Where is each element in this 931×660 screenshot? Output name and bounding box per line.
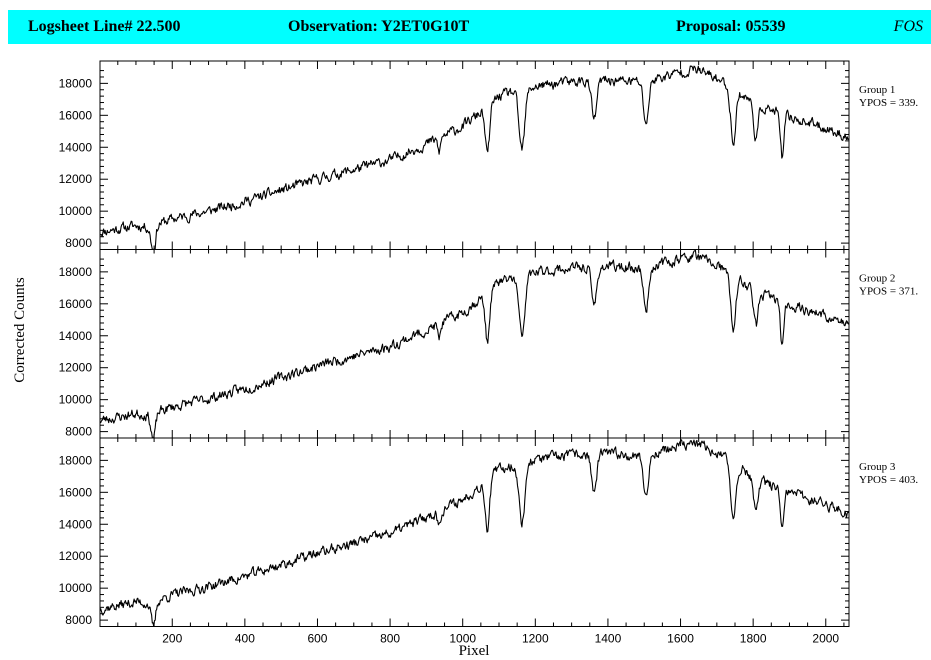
logsheet-header: Logsheet Line# 22.500 Observation: Y2ET0… <box>8 10 931 44</box>
x-tick-label: 2000 <box>812 632 839 646</box>
x-tick-label: 400 <box>235 632 255 646</box>
panel-frame <box>99 60 850 250</box>
spectrum-line-3 <box>99 439 849 627</box>
instrument-name: FOS <box>893 18 923 35</box>
y-tick-label: 8000 <box>65 236 92 250</box>
y-tick-label: 10000 <box>59 204 93 218</box>
panel-group-2: 8000 10000 12000 14000 16000 18000 Group 2YPOS… <box>59 249 918 439</box>
y-tick-label: 16000 <box>59 485 93 499</box>
x-tick-label: 1000 <box>449 632 476 646</box>
y-axis-label: Corrected Counts <box>12 277 28 383</box>
panel-frame <box>99 437 850 627</box>
x-axis-label: Pixel <box>459 643 490 659</box>
y-tick-label: 14000 <box>59 140 93 154</box>
y-tick-label: 10000 <box>59 581 93 595</box>
group-name-label: Group 1 <box>859 84 895 96</box>
spectrum-line-2 <box>99 249 850 439</box>
x-tick-label: 1400 <box>595 632 622 646</box>
y-tick-label: 14000 <box>59 517 93 531</box>
y-tick-label: 16000 <box>59 108 93 122</box>
proposal-number: Proposal: 05539 <box>676 18 786 35</box>
y-tick-label: 18000 <box>59 453 93 467</box>
panel-group-3: 8000 10000 12000 14000 16000 18000 Group 3YPOS… <box>59 437 918 646</box>
x-tick-label: 800 <box>380 632 400 646</box>
logsheet-line: Logsheet Line# 22.500 <box>28 18 181 35</box>
x-tick-label: 1600 <box>667 632 694 646</box>
observation-id: Observation: Y2ET0G10T <box>288 18 470 35</box>
x-tick-label: 600 <box>307 632 327 646</box>
panel-group-1: 8000 10000 12000 14000 16000 18000 Group 1YPOS… <box>59 60 918 250</box>
y-tick-label: 8000 <box>65 613 92 627</box>
y-tick-label: 12000 <box>59 549 93 563</box>
x-tick-label: 1200 <box>522 632 549 646</box>
y-tick-label: 16000 <box>59 297 93 311</box>
group-ypos-label: YPOS = 403. <box>859 474 918 486</box>
group-ypos-label: YPOS = 339. <box>859 97 918 109</box>
x-tick-label: 200 <box>162 632 182 646</box>
y-tick-label: 10000 <box>59 393 93 407</box>
group-name-label: Group 3 <box>859 461 896 473</box>
y-tick-label: 18000 <box>59 76 93 90</box>
y-tick-label: 14000 <box>59 329 93 343</box>
x-tick-label: 1800 <box>740 632 767 646</box>
panel-frame <box>99 249 850 439</box>
y-tick-label: 12000 <box>59 172 93 186</box>
y-tick-label: 8000 <box>65 425 92 439</box>
group-ypos-label: YPOS = 371. <box>859 286 918 298</box>
group-name-label: Group 2 <box>859 273 895 285</box>
y-tick-label: 18000 <box>59 265 93 279</box>
y-tick-label: 12000 <box>59 361 93 375</box>
spectrum-line-1 <box>99 65 850 250</box>
